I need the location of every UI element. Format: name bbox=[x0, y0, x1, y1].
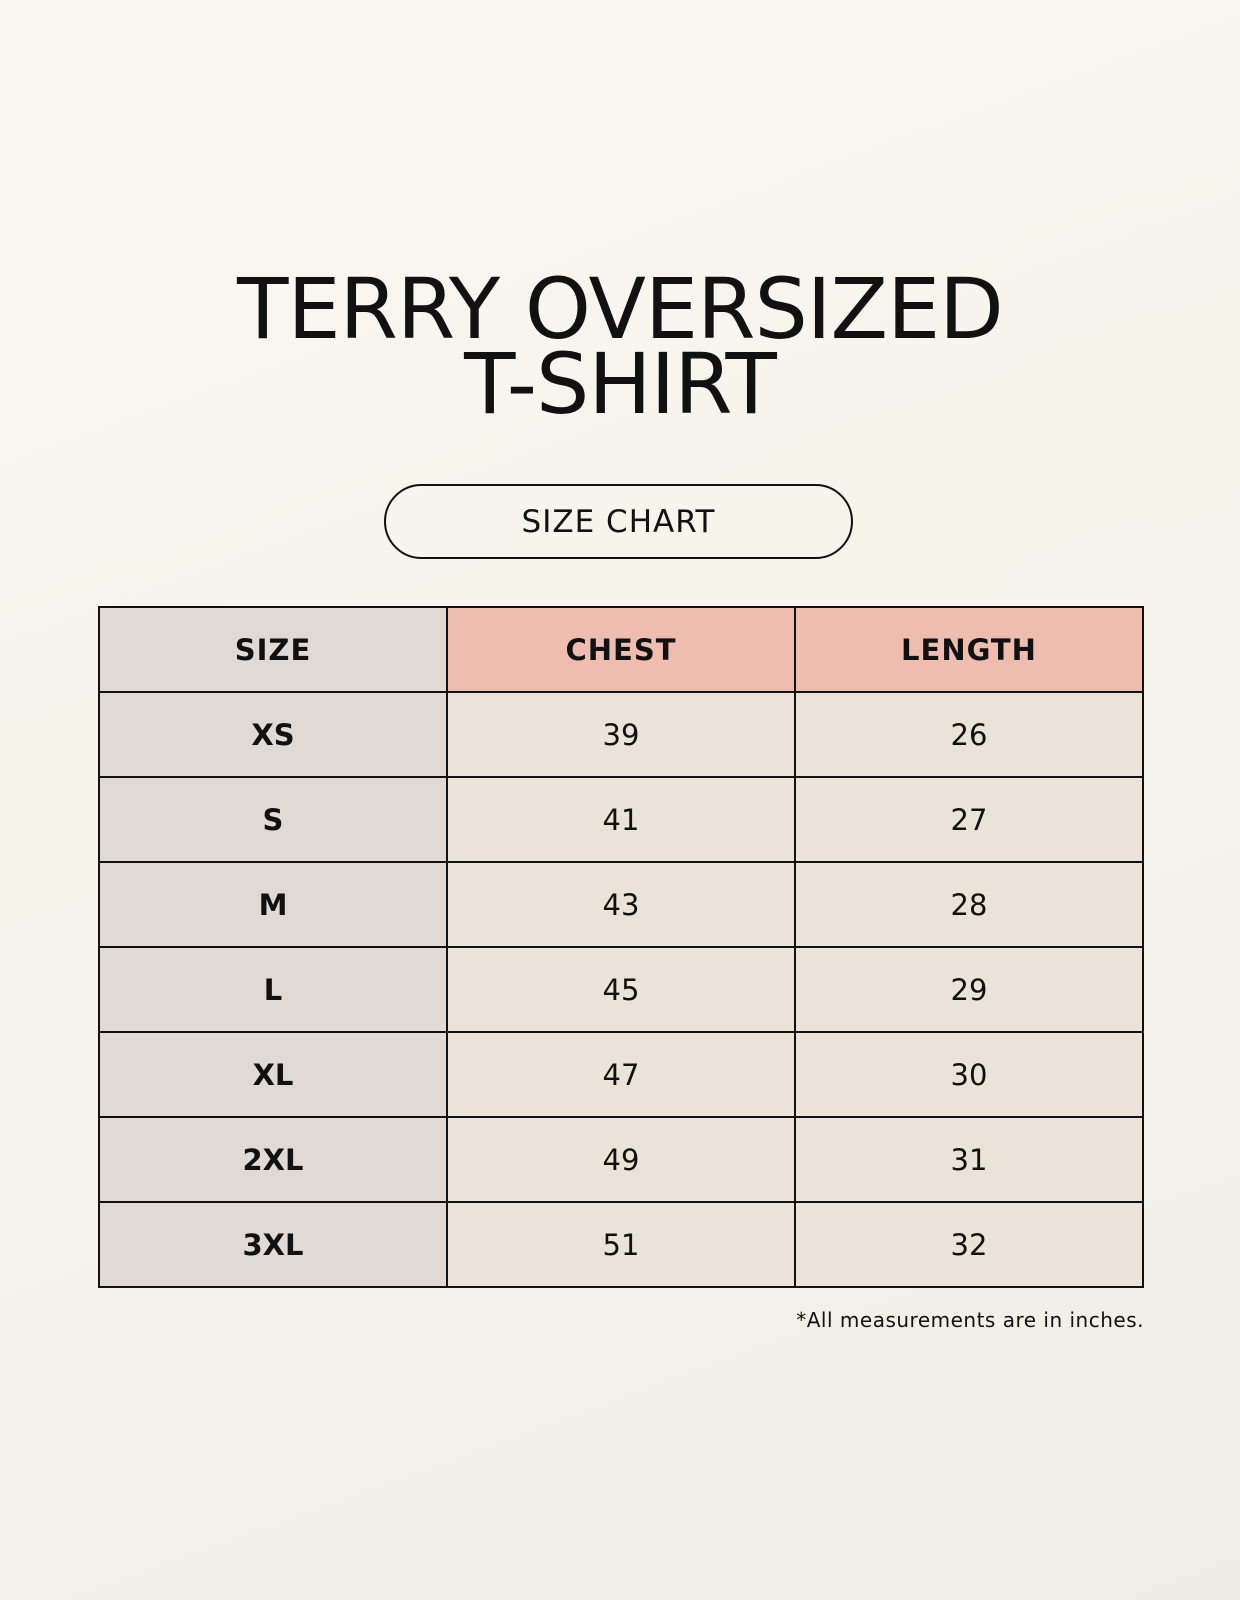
size-table: SIZE CHEST LENGTH XS 39 26 S 41 27 M 43 28 L 45 29 X… bbox=[98, 606, 1144, 1288]
title-line-1: TERRY OVERSIZED bbox=[237, 260, 1004, 358]
table-row: L 45 29 bbox=[98, 946, 1144, 1033]
header-length: LENGTH bbox=[794, 606, 1144, 693]
length-cell: 28 bbox=[794, 861, 1144, 948]
size-cell: 2XL bbox=[98, 1116, 448, 1203]
table-row: 3XL 51 32 bbox=[98, 1201, 1144, 1288]
title-line-2: T-SHIRT bbox=[464, 335, 777, 433]
size-cell: XL bbox=[98, 1031, 448, 1118]
chest-cell: 39 bbox=[446, 691, 796, 778]
header-size: SIZE bbox=[98, 606, 448, 693]
measurement-note: *All measurements are in inches. bbox=[796, 1308, 1144, 1332]
length-cell: 26 bbox=[794, 691, 1144, 778]
chest-cell: 49 bbox=[446, 1116, 796, 1203]
length-cell: 31 bbox=[794, 1116, 1144, 1203]
chest-cell: 51 bbox=[446, 1201, 796, 1288]
size-chart-label: SIZE CHART bbox=[384, 484, 853, 559]
length-cell: 29 bbox=[794, 946, 1144, 1033]
size-cell: M bbox=[98, 861, 448, 948]
length-cell: 32 bbox=[794, 1201, 1144, 1288]
page-title: TERRY OVERSIZED T-SHIRT bbox=[0, 260, 1240, 433]
table-row: XS 39 26 bbox=[98, 691, 1144, 778]
size-cell: S bbox=[98, 776, 448, 863]
size-cell: 3XL bbox=[98, 1201, 448, 1288]
size-cell: XS bbox=[98, 691, 448, 778]
table-header-row: SIZE CHEST LENGTH bbox=[98, 606, 1144, 693]
table-row: 2XL 49 31 bbox=[98, 1116, 1144, 1203]
table-row: S 41 27 bbox=[98, 776, 1144, 863]
chest-cell: 45 bbox=[446, 946, 796, 1033]
length-cell: 30 bbox=[794, 1031, 1144, 1118]
length-cell: 27 bbox=[794, 776, 1144, 863]
chest-cell: 43 bbox=[446, 861, 796, 948]
table-row: XL 47 30 bbox=[98, 1031, 1144, 1118]
size-cell: L bbox=[98, 946, 448, 1033]
header-chest: CHEST bbox=[446, 606, 796, 693]
chest-cell: 47 bbox=[446, 1031, 796, 1118]
chest-cell: 41 bbox=[446, 776, 796, 863]
table-row: M 43 28 bbox=[98, 861, 1144, 948]
